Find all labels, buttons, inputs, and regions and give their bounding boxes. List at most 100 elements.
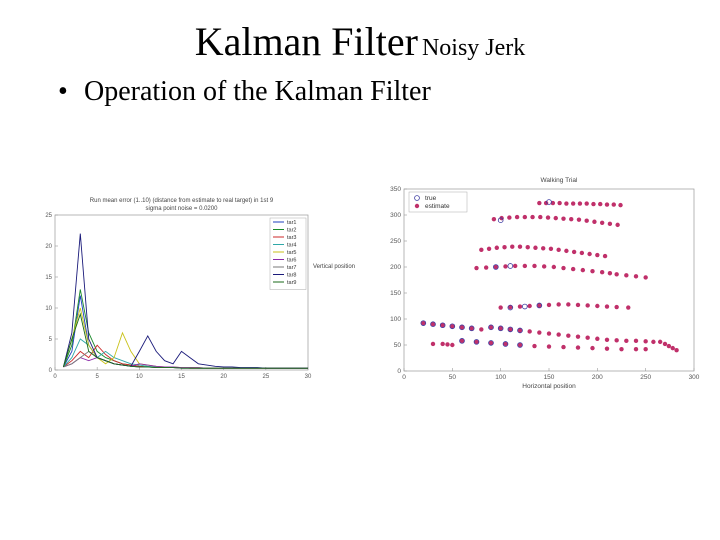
y-tick-label: 0 (397, 368, 401, 375)
legend-label: tar8 (287, 273, 296, 279)
y-tick-label: 150 (390, 290, 401, 297)
y-tick-label: 350 (390, 186, 401, 193)
true-point (507, 326, 514, 333)
estimate-point (546, 344, 552, 349)
estimate-point (488, 325, 494, 330)
estimate-point (561, 265, 566, 271)
estimate-point (618, 202, 623, 208)
estimate-point (537, 303, 542, 308)
y-tick-label: 50 (394, 342, 402, 349)
estimate-point (633, 346, 639, 352)
estimate-point (522, 263, 528, 269)
estimate-point (503, 264, 508, 269)
estimate-point (595, 303, 600, 309)
y-tick-label: 200 (390, 264, 401, 271)
estimate-point (651, 339, 656, 345)
estimate-point (525, 245, 530, 250)
estimate-point (430, 341, 436, 347)
estimate-point (474, 339, 479, 345)
true-point (459, 324, 465, 331)
true-point (488, 340, 494, 346)
estimate-point (557, 200, 562, 206)
y-tick-label: 20 (45, 244, 52, 250)
y-axis-label: Vertical position (313, 264, 355, 270)
true-point (493, 264, 499, 270)
series-line-tar9 (63, 312, 308, 369)
estimate-point (494, 245, 499, 250)
legend-label: estimate (425, 203, 450, 210)
estimate-point (532, 343, 537, 349)
legend-label: tar9 (287, 280, 296, 286)
estimate-point (486, 246, 492, 251)
series-line-tar3 (63, 344, 308, 369)
legend-label: tar1 (287, 220, 296, 226)
estimate-point (599, 270, 605, 275)
estimate-point (674, 348, 679, 353)
true-point (420, 320, 427, 326)
estimate-point (615, 222, 620, 228)
y-tick-label: 5 (49, 337, 53, 343)
estimate-point (507, 215, 512, 220)
chart-title-line-1: Run mean error (1..10) (distance from es… (90, 198, 274, 204)
estimate-point (527, 303, 532, 309)
estimate-point (474, 265, 479, 271)
estimate-point (604, 304, 610, 309)
estimate-point (556, 302, 561, 307)
bullet-dot-icon: • (58, 76, 68, 107)
estimate-point (604, 202, 610, 207)
estimate-point (626, 305, 631, 310)
estimate-point (595, 336, 600, 341)
estimate-point (551, 264, 557, 270)
true-point (546, 199, 552, 205)
bullet-item: • Operation of the Kalman Filter (58, 76, 431, 108)
x-tick-label: 5 (95, 374, 99, 380)
estimate-point (570, 201, 576, 206)
estimate-point (657, 339, 663, 345)
estimate-point (604, 346, 610, 351)
legend-label: tar2 (287, 228, 296, 234)
estimate-point (577, 201, 583, 206)
estimate-point (510, 244, 515, 249)
y-tick-label: 250 (390, 238, 401, 245)
estimate-point (591, 201, 596, 207)
estimate-point (585, 335, 590, 340)
bullet-text: Operation of the Kalman Filter (84, 76, 431, 107)
estimate-point (619, 346, 624, 352)
x-tick-label: 20 (220, 374, 227, 380)
estimate-point (545, 215, 551, 220)
x-tick-label: 0 (53, 374, 57, 380)
estimate-point (421, 320, 426, 326)
estimate-point (670, 345, 675, 351)
true-point (439, 322, 446, 329)
estimate-point (598, 201, 603, 207)
estimate-point (512, 263, 518, 269)
true-point (497, 217, 504, 223)
estimate-point (459, 325, 465, 330)
x-tick-label: 30 (305, 374, 312, 380)
y-tick-label: 15 (45, 275, 52, 281)
estimate-point (517, 328, 523, 333)
estimate-point (590, 345, 595, 351)
estimate-point (595, 252, 600, 258)
estimate-point (566, 333, 571, 338)
estimate-point (576, 217, 582, 222)
estimate-point (575, 334, 581, 339)
estimate-point (561, 216, 566, 221)
estimate-point (575, 345, 581, 350)
estimate-point (508, 327, 513, 332)
estimate-point (633, 338, 639, 344)
estimate-point (643, 346, 648, 352)
x-tick-label: 15 (178, 374, 185, 380)
legend-label: tar4 (287, 243, 296, 249)
estimate-point (508, 304, 513, 310)
y-tick-label: 100 (390, 316, 401, 323)
estimate-point (450, 342, 455, 348)
estimate-point (614, 338, 619, 343)
estimate-point (546, 302, 552, 308)
estimate-point (514, 214, 520, 220)
true-point (449, 323, 456, 330)
y-tick-label: 0 (49, 368, 53, 374)
true-point (507, 263, 514, 269)
estimate-point (633, 274, 639, 279)
estimate-point (533, 245, 538, 250)
